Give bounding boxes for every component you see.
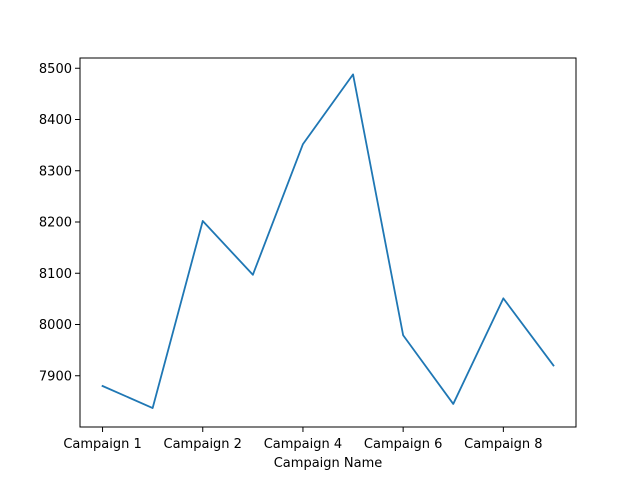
y-tick-label: 8500 (39, 62, 72, 77)
series-layer (101, 73, 555, 409)
y-tick-label: 8100 (39, 267, 72, 282)
x-tick-label: Campaign 8 (464, 437, 542, 452)
y-tick-label: 8200 (39, 216, 72, 231)
y-tick-label: 8400 (39, 113, 72, 128)
x-tick-label: Campaign 1 (63, 437, 141, 452)
x-tick-label: Campaign 6 (364, 437, 442, 452)
x-axis-label: Campaign Name (274, 456, 383, 471)
y-tick-label: 8000 (39, 318, 72, 333)
x-axis: Campaign 1 Campaign 2 Campaign 4 Campaign 6… (63, 427, 543, 452)
x-tick-label: Campaign 4 (264, 437, 342, 452)
y-axis: 7900 8000 8100 8200 8300 8400 8500 (39, 62, 80, 384)
y-tick-label: 7900 (39, 369, 72, 384)
x-tick-label: Campaign 2 (164, 437, 242, 452)
plot-frame (79, 57, 577, 428)
y-tick-label: 8300 (39, 164, 72, 179)
series-line (101, 73, 555, 409)
